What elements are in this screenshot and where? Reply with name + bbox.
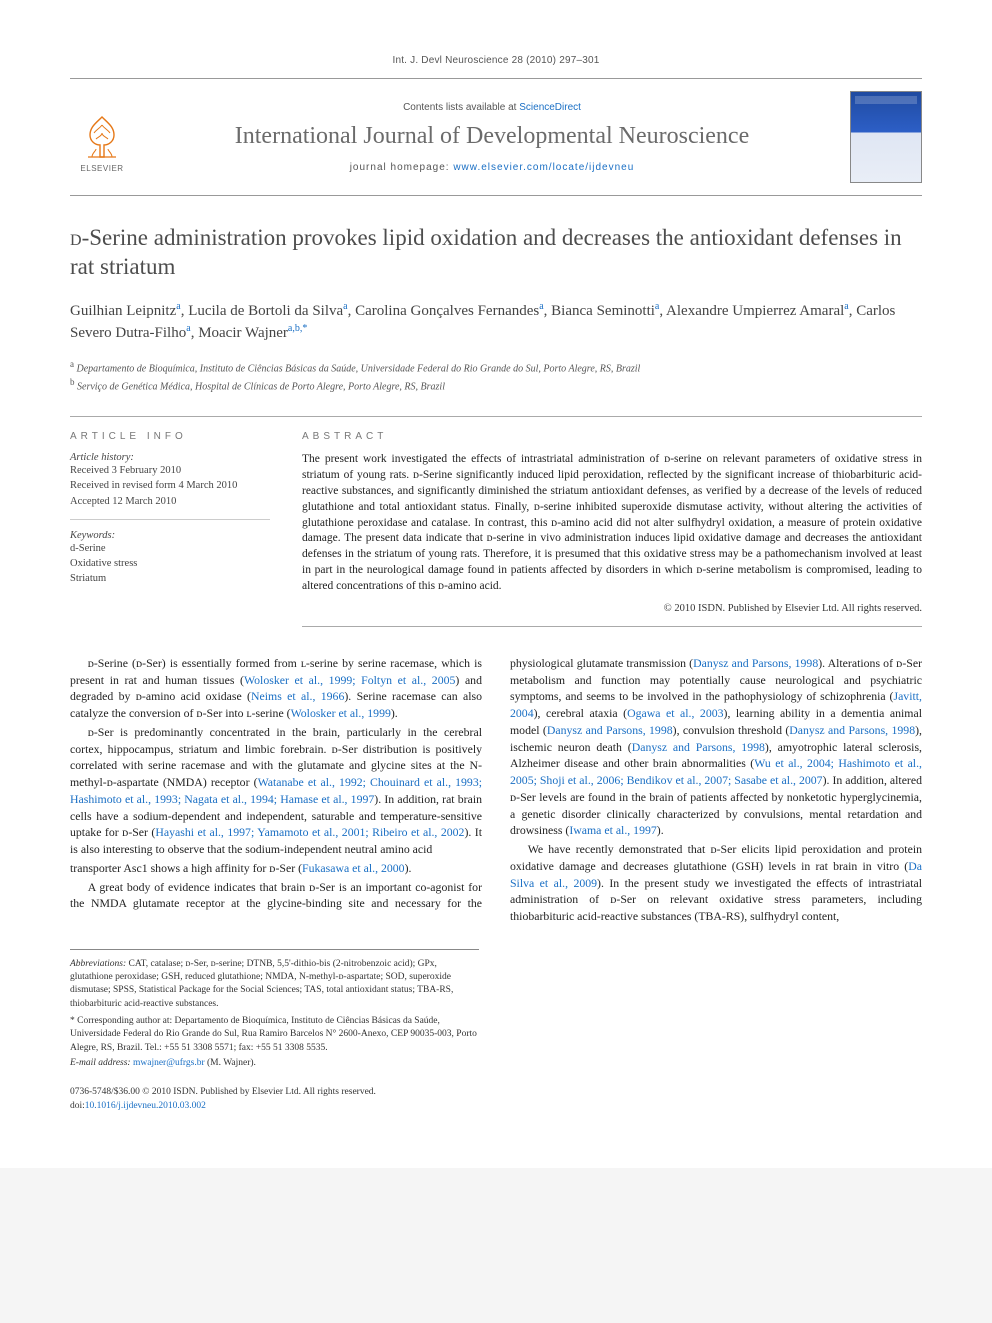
abstract-copyright: © 2010 ISDN. Published by Elsevier Ltd. … bbox=[302, 603, 922, 614]
corresponding-author-footnote: * Corresponding author at: Departamento … bbox=[70, 1015, 479, 1055]
keyword-1: d-Serine bbox=[70, 541, 270, 556]
abstract-column: abstract The present work investigated t… bbox=[302, 431, 922, 627]
issn-line: 0736-5748/$36.00 © 2010 ISDN. Published … bbox=[70, 1086, 376, 1099]
citation-link[interactable]: Wu et al., 2004; Hashimoto et al., 2005;… bbox=[510, 756, 922, 787]
history-revised: Received in revised form 4 March 2010 bbox=[70, 478, 270, 493]
citation-link[interactable]: Danysz and Parsons, 1998 bbox=[693, 656, 818, 670]
page-footer: 0736-5748/$36.00 © 2010 ISDN. Published … bbox=[70, 1086, 922, 1113]
page: Int. J. Devl Neuroscience 28 (2010) 297–… bbox=[0, 0, 992, 1168]
keyword-3: Striatum bbox=[70, 571, 270, 586]
elsevier-wordmark: ELSEVIER bbox=[80, 164, 123, 173]
history-accepted: Accepted 12 March 2010 bbox=[70, 494, 270, 509]
keywords-block: Keywords: d-Serine Oxidative stress Stri… bbox=[70, 530, 270, 597]
corr-label: * Corresponding author at: bbox=[70, 1016, 174, 1026]
journal-cover-thumbnail bbox=[850, 91, 922, 183]
citation-link[interactable]: Fukasawa et al., 2000 bbox=[302, 861, 405, 875]
body-p3: transporter Asc1 shows a high affinity f… bbox=[70, 860, 482, 877]
journal-name: International Journal of Developmental N… bbox=[152, 123, 832, 150]
body-p5: We have recently demonstrated that ᴅ-Ser… bbox=[510, 841, 922, 925]
article-history-block: Article history: Received 3 February 201… bbox=[70, 452, 270, 520]
citation-link[interactable]: Neims et al., 1966 bbox=[251, 689, 344, 703]
abbreviations-footnote: Abbreviations: CAT, catalase; ᴅ-Ser, ᴅ-s… bbox=[70, 958, 479, 1011]
article-info-column: article info Article history: Received 3… bbox=[70, 431, 270, 627]
keywords-label: Keywords: bbox=[70, 530, 270, 541]
info-abstract-row: article info Article history: Received 3… bbox=[70, 416, 922, 627]
abstract-text: The present work investigated the effect… bbox=[302, 452, 922, 595]
contents-prefix: Contents lists available at bbox=[403, 102, 519, 113]
body-two-column: ᴅ-Serine (ᴅ-Ser) is essentially formed f… bbox=[70, 655, 922, 925]
title-text: -Serine administration provokes lipid ox… bbox=[70, 225, 902, 279]
corr-email-link[interactable]: mwajner@ufrgs.br bbox=[133, 1058, 205, 1068]
article-title: d-Serine administration provokes lipid o… bbox=[70, 224, 922, 282]
homepage-prefix: journal homepage: bbox=[350, 162, 454, 173]
history-received: Received 3 February 2010 bbox=[70, 463, 270, 478]
keyword-2: Oxidative stress bbox=[70, 556, 270, 571]
citation-link[interactable]: Wolosker et al., 1999; Foltyn et al., 20… bbox=[244, 673, 455, 687]
masthead-center: Contents lists available at ScienceDirec… bbox=[152, 102, 832, 173]
citation-link[interactable]: Da Silva et al., 2009 bbox=[510, 859, 922, 890]
abbrev-label: Abbreviations: bbox=[70, 959, 126, 969]
footnotes: Abbreviations: CAT, catalase; ᴅ-Ser, ᴅ-s… bbox=[70, 949, 479, 1070]
citation-link[interactable]: Watanabe et al., 1992; Chouinard et al.,… bbox=[70, 775, 482, 806]
running-head: Int. J. Devl Neuroscience 28 (2010) 297–… bbox=[70, 55, 922, 66]
doi-line: doi:10.1016/j.ijdevneu.2010.03.002 bbox=[70, 1100, 376, 1113]
contents-available-line: Contents lists available at ScienceDirec… bbox=[152, 102, 832, 113]
affiliations: a Departamento de Bioquímica, Instituto … bbox=[70, 358, 922, 395]
doi-link[interactable]: 10.1016/j.ijdevneu.2010.03.002 bbox=[85, 1101, 206, 1111]
citation-link[interactable]: Ogawa et al., 2003 bbox=[627, 706, 723, 720]
citation-link[interactable]: Iwama et al., 1997 bbox=[569, 823, 656, 837]
abbrev-text: CAT, catalase; ᴅ-Ser, ᴅ-serine; DTNB, 5,… bbox=[70, 959, 453, 1009]
citation-link[interactable]: Danysz and Parsons, 1998 bbox=[789, 723, 915, 737]
abstract-heading: abstract bbox=[302, 431, 922, 442]
masthead: ELSEVIER Contents lists available at Sci… bbox=[70, 78, 922, 196]
citation-link[interactable]: Danysz and Parsons, 1998 bbox=[547, 723, 673, 737]
tree-icon bbox=[78, 113, 126, 161]
author-list: Guilhian Leipnitza, Lucila de Bortoli da… bbox=[70, 300, 922, 344]
sciencedirect-link[interactable]: ScienceDirect bbox=[519, 102, 581, 113]
article-info-heading: article info bbox=[70, 431, 270, 442]
title-smallcaps-d: d bbox=[70, 225, 82, 250]
citation-link[interactable]: Danysz and Parsons, 1998 bbox=[632, 740, 765, 754]
elsevier-logo: ELSEVIER bbox=[70, 101, 134, 173]
doi-prefix: doi: bbox=[70, 1101, 85, 1111]
homepage-link[interactable]: www.elsevier.com/locate/ijdevneu bbox=[453, 162, 634, 173]
history-label: Article history: bbox=[70, 452, 270, 463]
citation-link[interactable]: Hayashi et al., 1997; Yamamoto et al., 2… bbox=[155, 825, 464, 839]
homepage-line: journal homepage: www.elsevier.com/locat… bbox=[152, 162, 832, 173]
citation-link[interactable]: Wolosker et al., 1999 bbox=[291, 706, 391, 720]
body-p1: ᴅ-Serine (ᴅ-Ser) is essentially formed f… bbox=[70, 655, 482, 722]
email-label: E-mail address: bbox=[70, 1058, 133, 1068]
footer-left: 0736-5748/$36.00 © 2010 ISDN. Published … bbox=[70, 1086, 376, 1113]
body-p2: ᴅ-Ser is predominantly concentrated in t… bbox=[70, 724, 482, 858]
email-suffix: (M. Wajner). bbox=[205, 1058, 256, 1068]
email-footnote: E-mail address: mwajner@ufrgs.br (M. Waj… bbox=[70, 1057, 479, 1070]
